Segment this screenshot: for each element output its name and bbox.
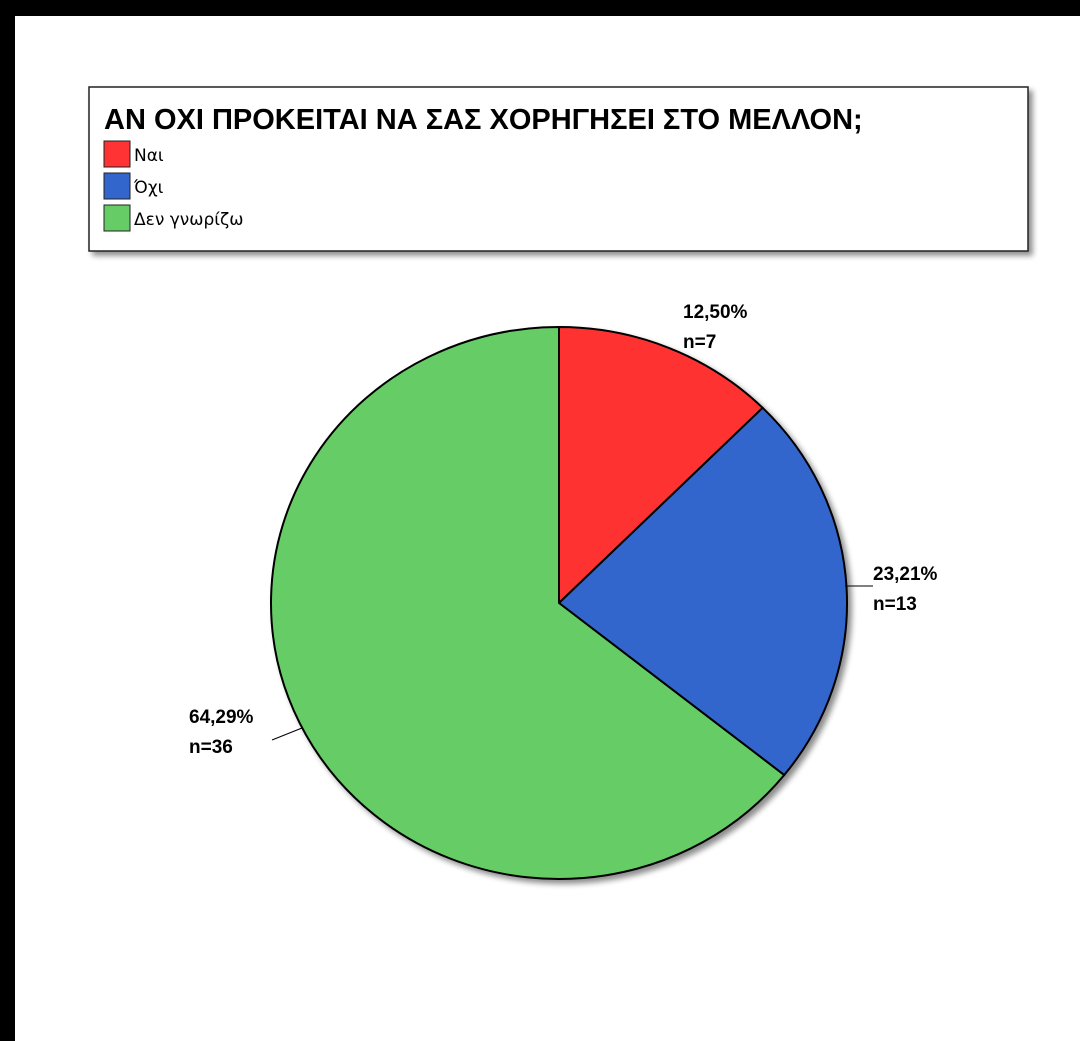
pie-slice-2 [557,406,848,777]
legend-swatch-2 [103,172,131,200]
percent-label-3: 64,29% [189,707,254,728]
percent-label-2: 23,21% [873,564,938,585]
percent-label-1: 12,50% [683,302,748,323]
label-leaders [271,585,873,741]
count-label-3: n=36 [189,737,233,758]
pie-slice-3 [270,325,786,880]
pie-slice-1 [558,325,765,606]
legend: ΑΝ ΟΧΙ ΠΡΟΚΕΙΤΑΙ ΝΑ ΣΑΣ ΧΟΡΗΓΗΣΕΙ ΣΤΟ ΜΕ… [88,86,1029,252]
legend-label-2: Όχι [133,178,164,198]
count-label-1: n=7 [683,332,716,353]
pie [270,325,848,880]
legend-swatch-1 [103,140,131,168]
leader-line-3 [271,727,303,741]
legend-swatch-3 [103,204,131,232]
chart-title: ΑΝ ΟΧΙ ΠΡΟΚΕΙΤΑΙ ΝΑ ΣΑΣ ΧΟΡΗΓΗΣΕΙ ΣΤΟ ΜΕ… [104,104,863,136]
legend-label-1: Ναι [134,146,164,166]
count-label-2: n=13 [873,594,917,615]
legend-box [88,86,1029,252]
legend-label-3: Δεν γνωρίζω [134,210,244,230]
data-labels: 12,50% n=7 23,21% n=13 64,29% n=36 [189,302,938,758]
